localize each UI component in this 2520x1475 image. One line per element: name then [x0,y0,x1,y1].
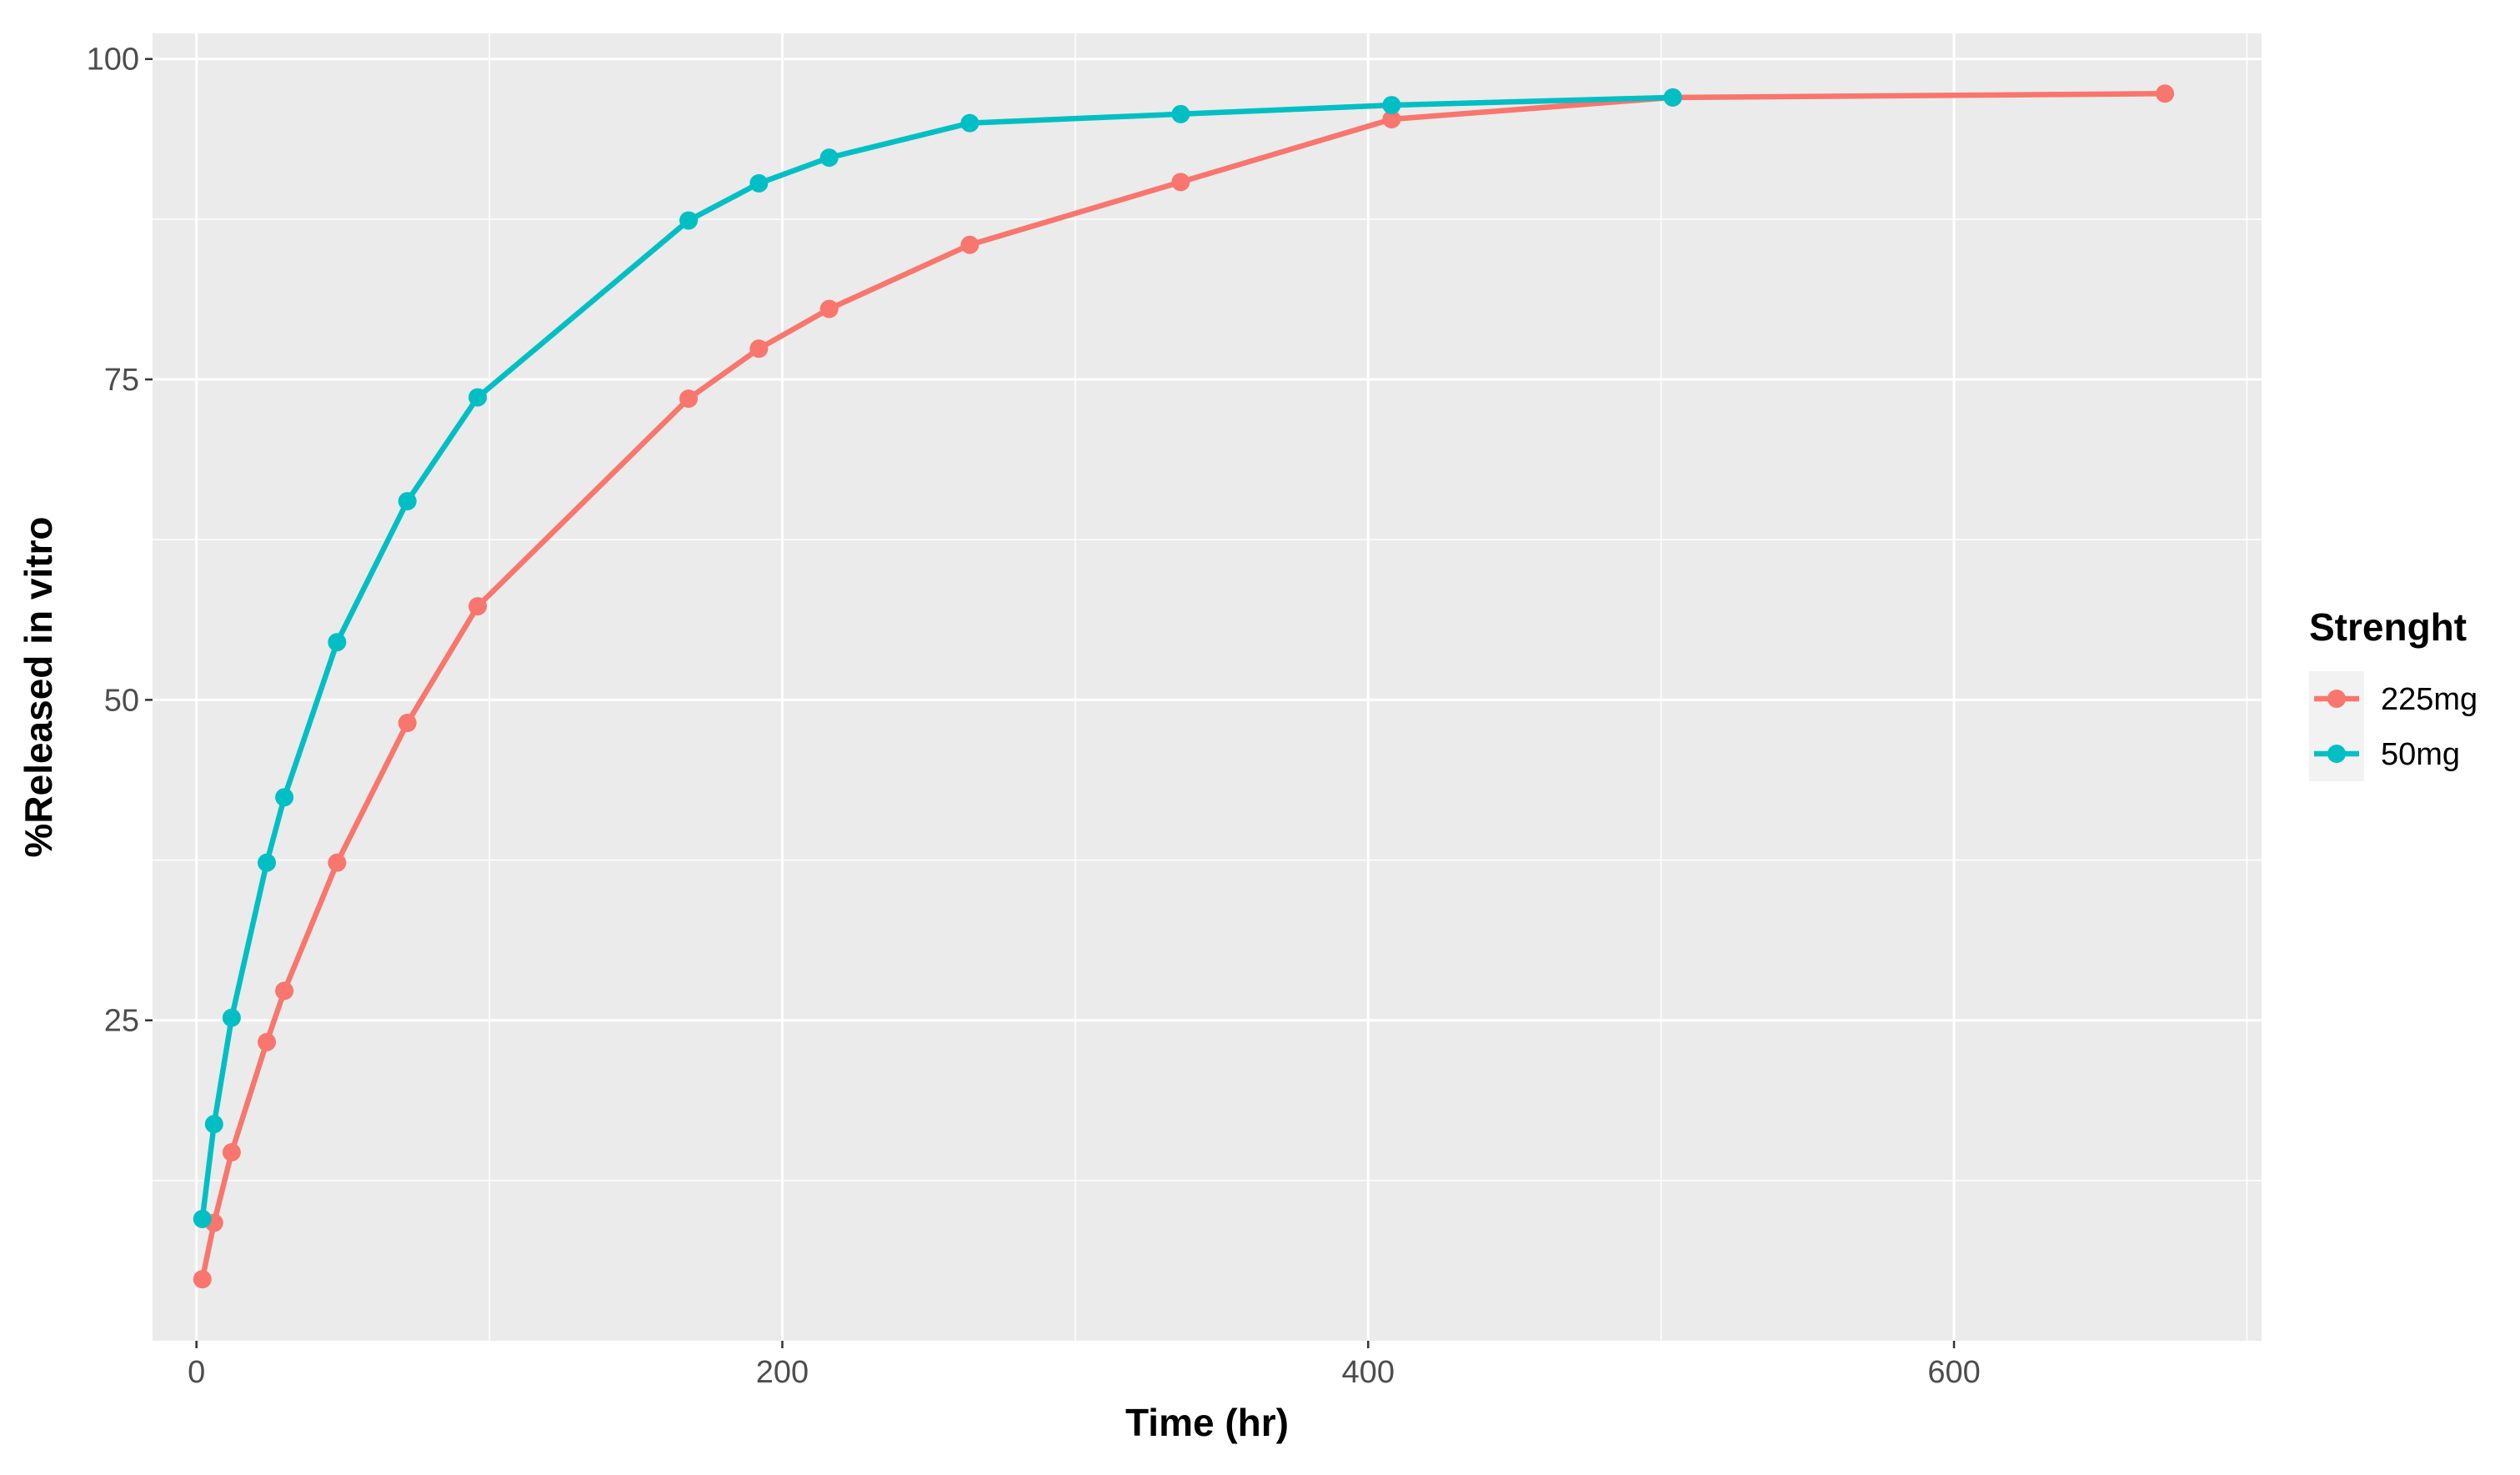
y-axis-title: %Released in vitro [17,516,60,857]
series-layer [193,84,2175,1289]
data-point-225mg [222,1143,241,1162]
legend-key-point [2327,690,2346,708]
data-point-50mg [193,1209,212,1228]
legend: Strenght 225mg 50mg [2309,605,2477,781]
data-point-50mg [960,113,979,133]
x-tick-label: 200 [756,1355,809,1390]
panel-background [153,33,2262,1341]
data-point-225mg [275,981,294,1001]
y-tick-label: 75 [104,363,139,398]
data-point-50mg [468,388,488,407]
data-point-225mg [819,299,839,319]
legend-key-point [2327,745,2346,763]
data-point-225mg [1382,109,1401,128]
series-50mg [193,88,1682,1228]
major-gridlines [153,33,2262,1341]
data-point-225mg [193,1270,212,1289]
data-point-225mg [1171,173,1190,192]
legend-label: 225mg [2381,682,2477,717]
series-225mg [193,84,2175,1289]
data-point-225mg [2156,84,2175,103]
data-point-50mg [819,148,839,168]
tick-labels: 0 200 400 600 25 50 75 100 [87,43,1981,1390]
legend-items: 225mg 50mg [2309,671,2477,781]
y-tick-label: 100 [87,43,139,78]
data-point-50mg [328,633,347,652]
data-point-50mg [204,1115,223,1134]
legend-title: Strenght [2309,605,2467,649]
data-point-225mg [398,714,417,733]
data-point-225mg [749,339,769,359]
data-point-50mg [1382,96,1401,115]
axis-ticks [145,58,1956,1348]
y-tick-label: 25 [104,1004,139,1039]
data-point-225mg [258,1032,277,1051]
series-line-225mg [199,91,2168,1282]
data-point-225mg [960,235,979,254]
data-point-50mg [398,492,417,511]
data-point-50mg [275,788,294,807]
legend-label: 50mg [2381,737,2460,772]
x-tick-label: 600 [1927,1355,1980,1390]
data-point-225mg [328,853,347,872]
data-point-50mg [749,173,769,193]
data-point-50mg [222,1008,241,1027]
data-point-225mg [679,389,699,409]
data-point-225mg [468,597,488,616]
x-axis-title: Time (hr) [1125,1401,1289,1444]
y-tick-label: 50 [104,683,139,718]
data-point-50mg [1663,88,1682,107]
data-point-50mg [679,211,699,230]
legend-item-50mg: 50mg [2309,726,2460,781]
legend-item-225mg: 225mg [2309,671,2477,726]
x-tick-label: 400 [1342,1355,1395,1390]
data-point-50mg [1171,104,1190,123]
minor-gridlines [153,33,2262,1341]
x-tick-label: 0 [188,1355,205,1390]
data-point-50mg [258,853,277,872]
